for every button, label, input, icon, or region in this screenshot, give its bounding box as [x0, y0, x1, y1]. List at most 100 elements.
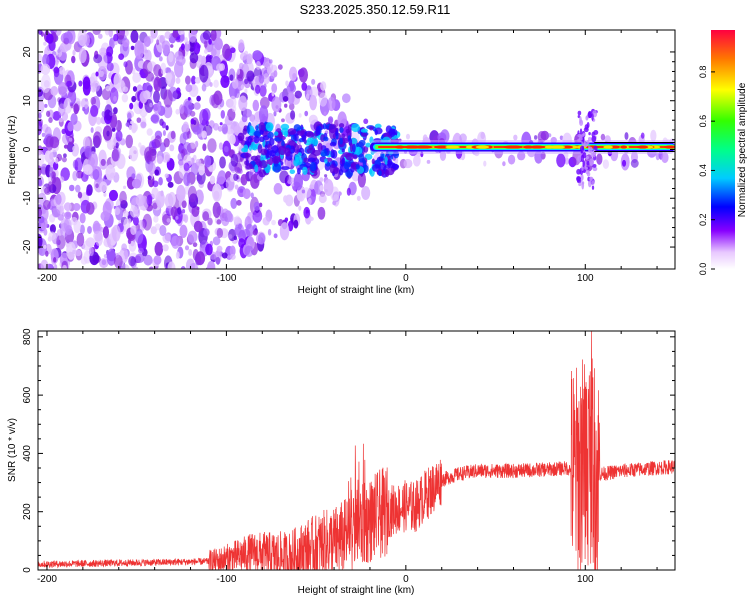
- ridge-segment: [529, 145, 545, 149]
- spectrogram-blob: [79, 212, 86, 224]
- spectrogram-blob: [198, 133, 202, 138]
- spectrogram-blob: [193, 220, 203, 233]
- spectrogram-blob: [49, 172, 53, 178]
- spectrogram-blob: [43, 244, 47, 249]
- spectrogram-blob: [132, 72, 142, 84]
- spectrogram-blob: [287, 128, 297, 135]
- spectrogram-blob: [250, 192, 254, 199]
- spectrogram-blob: [249, 114, 256, 122]
- spectrogram-blob: [244, 88, 248, 94]
- ridge-segment: [475, 145, 490, 149]
- spectrogram-blob: [267, 228, 272, 236]
- spectrogram-blob: [172, 30, 179, 38]
- spectrogram-blob: [591, 135, 597, 143]
- spectrogram-blob: [387, 162, 396, 169]
- spectrogram-blob: [111, 127, 116, 132]
- spectrogram-blob: [143, 36, 151, 48]
- spectrogram-blob: [70, 103, 74, 109]
- spectrogram-blob: [259, 85, 267, 97]
- spectrogram-blob: [309, 216, 314, 221]
- spectrogram-blob: [132, 216, 139, 226]
- spectrogram-blob: [360, 132, 368, 138]
- spectrogram-blob: [201, 130, 207, 139]
- spectrogram-blob: [187, 230, 198, 244]
- spectrogram-blob: [342, 93, 351, 104]
- spectrogram-blob: [323, 136, 329, 142]
- spectrogram-blob: [143, 146, 153, 163]
- ridge-segment: [522, 145, 534, 149]
- top-x-axis-label: Height of straight line (km): [298, 285, 415, 296]
- spectrogram-blob: [106, 248, 117, 266]
- spectrogram-blob: [130, 45, 135, 51]
- spectrogram-blob: [197, 163, 201, 167]
- x-tick-label: -100: [216, 574, 236, 585]
- spectrogram-blob: [327, 116, 334, 124]
- spectrogram-blob: [180, 266, 186, 269]
- spectrogram-blob: [302, 166, 308, 175]
- spectrogram-blob: [221, 123, 228, 135]
- spectrogram-blob: [203, 40, 208, 48]
- spectrogram-blob: [182, 121, 190, 135]
- spectrogram-blob: [333, 166, 339, 175]
- spectrogram-blob: [212, 201, 221, 219]
- spectrogram-blob: [294, 133, 299, 142]
- spectrogram-blob: [140, 121, 147, 129]
- spectrogram-blob: [269, 137, 275, 146]
- spectrogram-blob: [99, 181, 108, 193]
- spectrogram-blob: [163, 89, 173, 108]
- spectrogram-blob: [84, 98, 89, 102]
- spectrogram-blob: [374, 123, 382, 129]
- spectrogram-blob: [355, 146, 363, 156]
- spectrogram-blob: [360, 128, 368, 133]
- spectrogram-blob: [271, 145, 279, 154]
- y-tick-label: 800: [22, 328, 33, 345]
- spectrogram-blob: [43, 228, 48, 236]
- spectrogram-blob: [210, 48, 217, 57]
- spectrogram-blob: [105, 85, 111, 92]
- spectrogram-blob: [229, 74, 234, 81]
- spectrogram-blob: [214, 37, 223, 51]
- spectrogram-blob: [131, 178, 142, 189]
- spectrogram-blob: [232, 78, 239, 89]
- spectrogram-blob: [189, 141, 197, 150]
- spectrogram-blob: [293, 124, 301, 132]
- spectrogram-blob: [212, 236, 221, 246]
- spectrogram-blob: [203, 228, 210, 237]
- spectrogram-blob: [88, 247, 94, 257]
- spectrogram-blob: [368, 168, 373, 175]
- spectrogram-blob: [236, 68, 241, 75]
- spectrogram-blob: [252, 99, 260, 112]
- spectrogram-blob: [307, 197, 312, 205]
- spectrogram-blob: [73, 103, 80, 115]
- spectrogram-blob: [119, 190, 127, 205]
- spectrogram-blob: [284, 103, 288, 108]
- spectrogram-blob: [227, 128, 235, 144]
- spectrogram-blob: [52, 208, 61, 218]
- snr-frame: [37, 330, 676, 571]
- spectrogram-blob: [534, 135, 538, 140]
- spectrogram-blob: [175, 251, 180, 259]
- spectrogram-blob: [181, 200, 187, 209]
- spectrogram-blob: [384, 156, 388, 165]
- spectrogram-blob: [229, 95, 237, 109]
- spectrogram-blob: [163, 138, 170, 148]
- spectrogram-blob: [148, 266, 155, 269]
- spectrogram-blob: [49, 152, 54, 160]
- spectrogram-blob: [187, 185, 197, 203]
- spectrogram-blob: [225, 115, 229, 121]
- spectrogram-blob: [319, 177, 324, 183]
- spectrogram-blob: [92, 168, 100, 181]
- spectrogram-blob: [311, 78, 316, 85]
- spectrogram-blob: [162, 130, 166, 137]
- spectrogram-blob: [188, 249, 193, 256]
- spectrogram-blob: [74, 184, 81, 193]
- spectrogram-blob: [388, 128, 396, 137]
- spectrogram-blob: [586, 160, 590, 166]
- spectrogram-blob: [317, 142, 323, 152]
- spectrogram-blob: [222, 43, 231, 60]
- spectrogram-blob: [268, 59, 273, 64]
- spectrogram-blob: [587, 180, 592, 188]
- spectrogram-blob: [309, 161, 317, 172]
- spectrogram-blob: [358, 139, 366, 146]
- spectrogram-blob: [169, 144, 175, 152]
